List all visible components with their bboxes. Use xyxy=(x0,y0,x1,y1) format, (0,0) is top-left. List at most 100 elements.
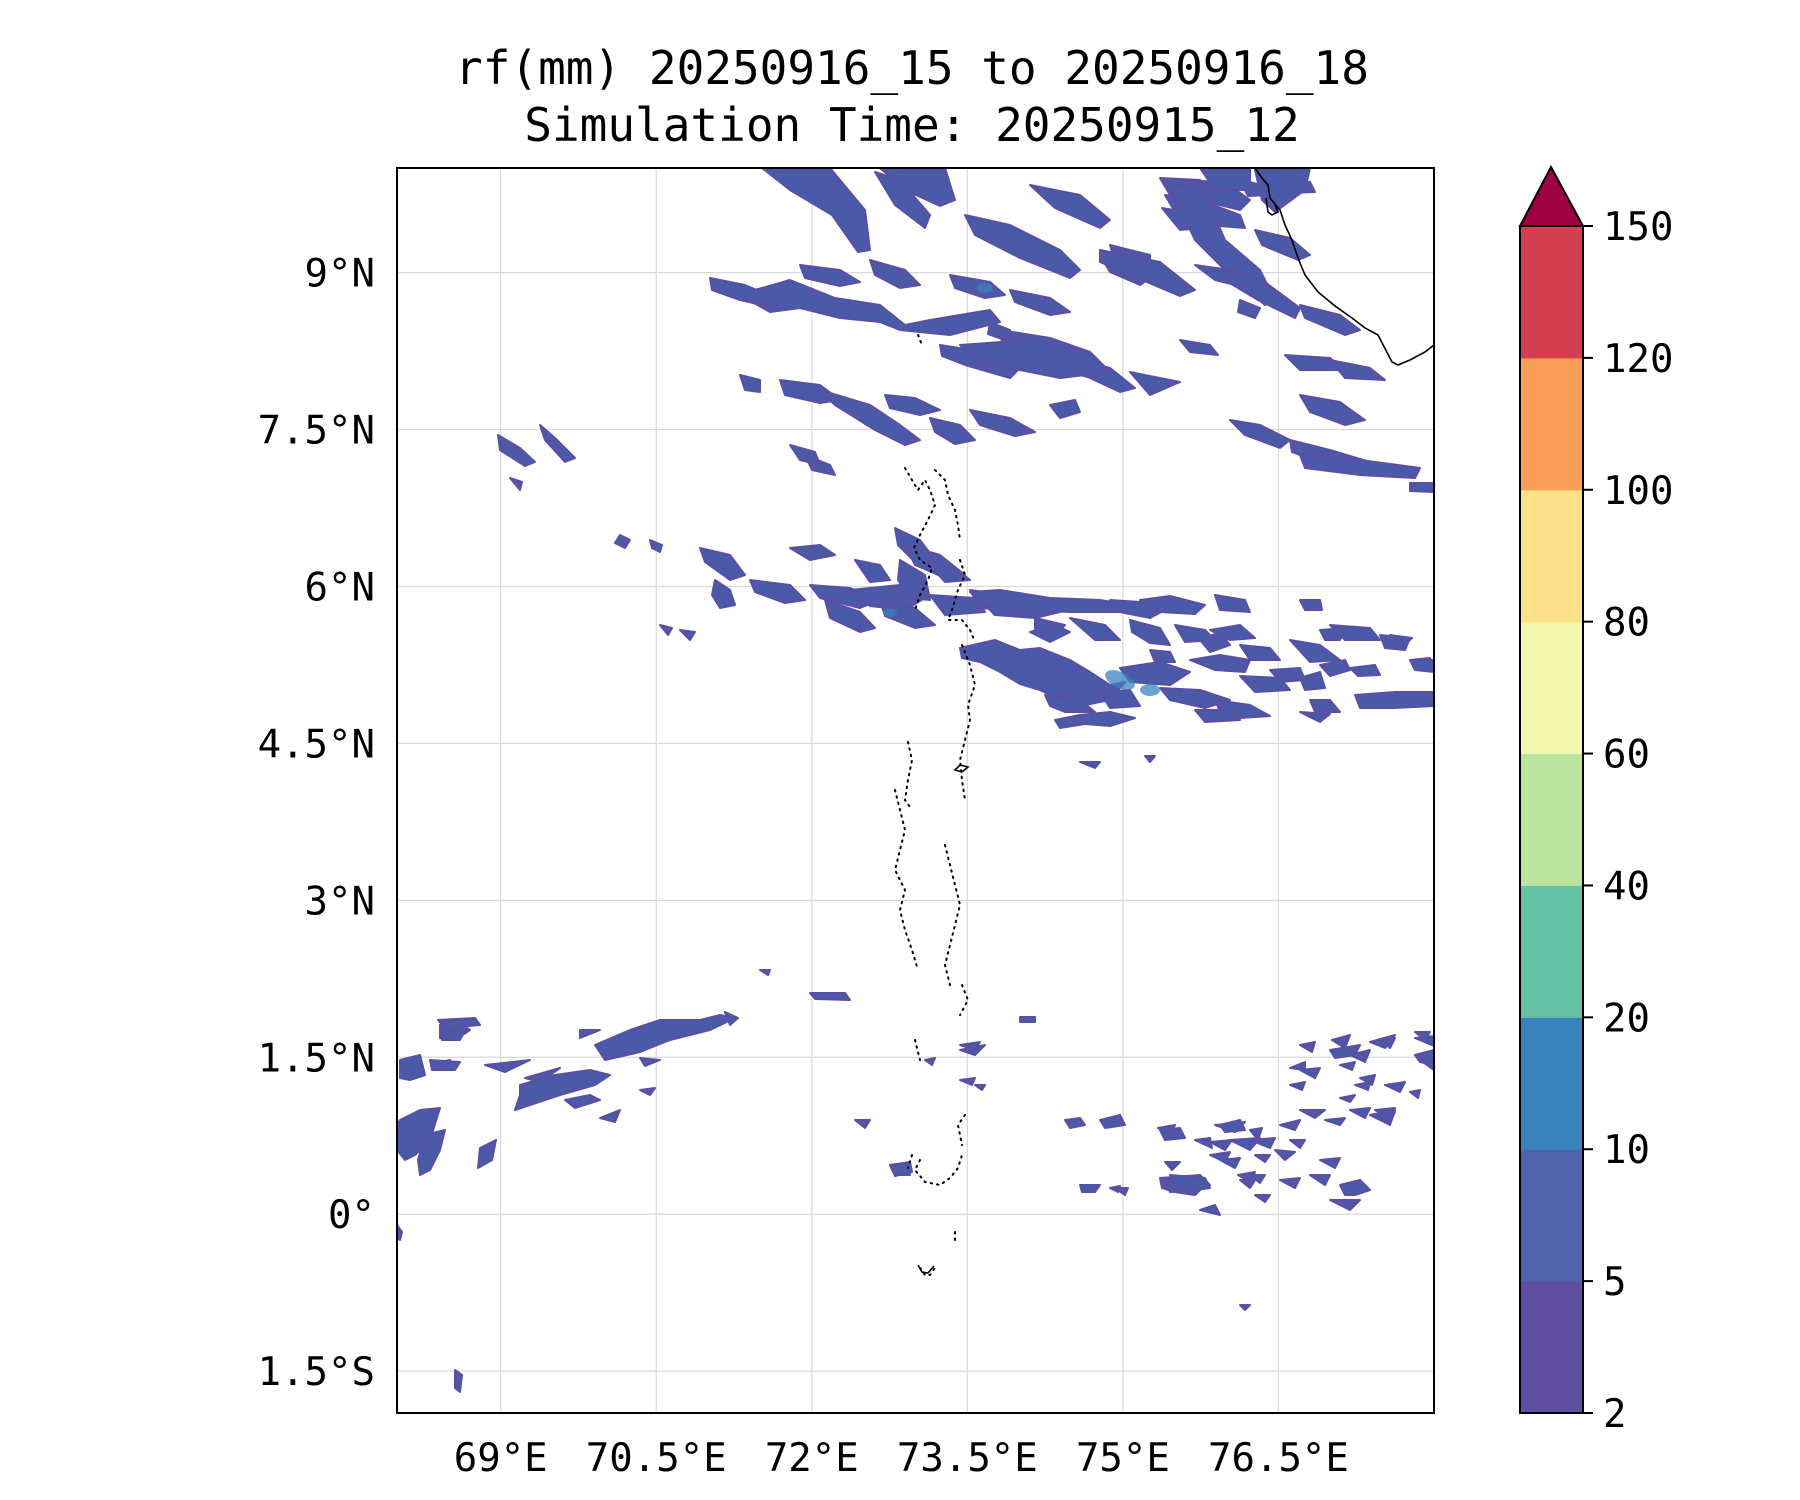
rain-band xyxy=(699,547,746,581)
rain-band xyxy=(1299,454,1421,479)
rain-band xyxy=(1179,339,1219,356)
rain-band xyxy=(974,1084,986,1091)
india-coast-detail xyxy=(1265,197,1280,216)
rain-band xyxy=(1409,482,1434,493)
colorbar-level-label: 150 xyxy=(1603,205,1673,250)
rain-band xyxy=(439,1059,451,1071)
rain-band xyxy=(1199,1204,1221,1216)
lat-tick-label: 0° xyxy=(328,1193,375,1238)
atoll-chain xyxy=(903,741,914,811)
lon-tick-label: 70.5°E xyxy=(586,1436,727,1481)
rain-band xyxy=(1224,269,1301,319)
rain-band xyxy=(854,1119,871,1129)
rain-band xyxy=(1414,1035,1434,1047)
rain-band xyxy=(1354,691,1434,709)
lat-tick-label: 6°N xyxy=(305,565,375,610)
rain-band xyxy=(1349,1049,1371,1063)
rain-band xyxy=(1214,594,1251,613)
rain-band xyxy=(1219,1119,1246,1133)
rain-band xyxy=(1279,1177,1301,1189)
atoll-chain xyxy=(893,789,919,971)
lat-tick-label: 3°N xyxy=(305,879,375,924)
atoll-chain xyxy=(919,1231,956,1276)
rain-band xyxy=(1009,289,1071,316)
rain-band xyxy=(397,1107,441,1161)
colorbar-level-label: 60 xyxy=(1603,733,1650,778)
rain-band xyxy=(751,279,1001,336)
rain-band xyxy=(1129,371,1181,396)
rain-band xyxy=(1169,1174,1211,1193)
rain-band xyxy=(564,1094,601,1109)
rain-band xyxy=(1299,1041,1316,1053)
rain-band xyxy=(1299,671,1326,691)
rain-band xyxy=(1029,184,1111,229)
rain-band xyxy=(1319,627,1346,641)
lon-tick-labels: 69°E 70.5°E 72°E 73.5°E 75°E 76.5°E xyxy=(454,1436,1349,1481)
colorbar-labels: 2 5 10 20 40 60 80 100 120 150 xyxy=(1583,205,1673,1437)
rain-band xyxy=(987,321,1011,341)
rain-band xyxy=(1339,1061,1356,1071)
rain-band xyxy=(599,1109,621,1123)
rain-band xyxy=(417,1129,446,1176)
rain-band xyxy=(1249,1137,1276,1149)
rain-band xyxy=(1329,1199,1361,1211)
rain-band xyxy=(1289,1061,1306,1071)
rain-band xyxy=(1299,711,1331,723)
rain-band xyxy=(1299,1109,1326,1119)
rain-band xyxy=(1239,1304,1251,1311)
rain-band xyxy=(1319,659,1351,677)
colorbar-frame xyxy=(1519,225,1584,1414)
rain-band xyxy=(497,434,536,467)
india-coastline xyxy=(1254,168,1434,366)
rain-band xyxy=(854,559,891,583)
rain-band xyxy=(649,539,663,553)
rain-band xyxy=(959,1077,976,1086)
rain-band xyxy=(439,1019,459,1031)
rain-band xyxy=(1329,359,1386,381)
rain-band xyxy=(397,1224,403,1241)
rain-band xyxy=(639,1057,661,1067)
rain-band xyxy=(659,624,673,636)
rain-band xyxy=(1339,1179,1371,1196)
map-background xyxy=(397,168,1434,1413)
rain-band xyxy=(1174,624,1216,643)
atoll-chain xyxy=(958,644,977,801)
rain-band xyxy=(884,394,941,416)
atoll-chain xyxy=(907,1154,963,1187)
rain-band xyxy=(539,424,576,463)
rain-band xyxy=(1079,1184,1101,1193)
colorbar-segments xyxy=(1520,226,1583,1414)
rain-band xyxy=(1289,1081,1306,1091)
lon-tick-label: 72°E xyxy=(765,1436,859,1481)
rain-band xyxy=(819,389,921,446)
rain-band xyxy=(1199,168,1251,191)
rain-band xyxy=(869,259,921,289)
rain-band xyxy=(1299,1067,1321,1079)
map-area: 9°N 7.5°N 6°N 4.5°N 3°N 1.5°N 0° 1.5°S 69°E 70.5… xyxy=(258,167,1435,1481)
colorbar-level-label: 5 xyxy=(1603,1260,1626,1305)
colorbar-level-label: 80 xyxy=(1603,601,1650,646)
rain-band xyxy=(1419,1057,1434,1071)
rain-band xyxy=(1099,249,1196,297)
rain-band xyxy=(1189,654,1251,673)
rain-band xyxy=(1019,1016,1036,1023)
rain-band xyxy=(1129,619,1171,646)
rain-band xyxy=(509,477,523,491)
rain-band xyxy=(1049,399,1081,419)
rain-band xyxy=(1289,1139,1306,1149)
rain-band xyxy=(484,1059,531,1073)
lat-tick-label: 4.5°N xyxy=(258,722,375,767)
rain-band xyxy=(1194,709,1241,723)
rain-band xyxy=(924,559,971,583)
lat-tick-label: 1.5°N xyxy=(258,1036,375,1081)
lat-tick-label: 9°N xyxy=(305,252,375,297)
rain-band xyxy=(399,1054,426,1081)
rain-band xyxy=(1331,1034,1351,1049)
rain-band xyxy=(1079,711,1136,727)
rain-band xyxy=(1164,1161,1181,1171)
rain-band xyxy=(579,1029,601,1039)
rain-band xyxy=(439,1029,466,1041)
rain-band xyxy=(1254,1194,1271,1203)
colorbar-level-label: 2 xyxy=(1603,1392,1626,1437)
